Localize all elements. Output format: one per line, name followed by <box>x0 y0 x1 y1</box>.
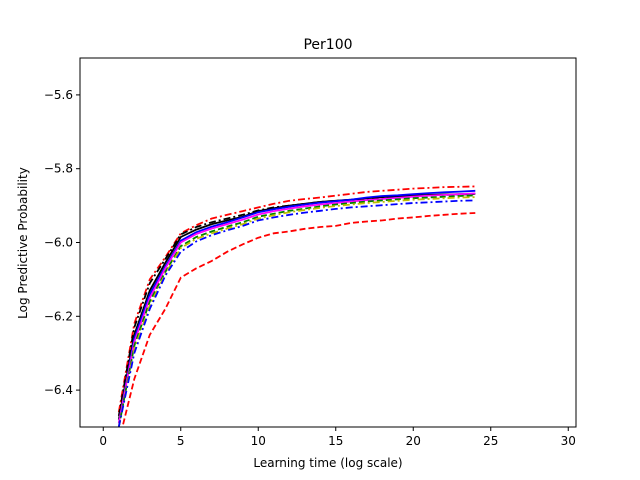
series-line-1 <box>117 185 476 413</box>
series-line-2 <box>117 193 476 417</box>
chart-title: Per100 <box>303 37 352 53</box>
x-tick-label: 5 <box>177 434 185 448</box>
x-axis-label: Learning time (log scale) <box>253 456 402 470</box>
y-tick-label: −6.0 <box>44 236 73 250</box>
series-line-5 <box>117 192 476 424</box>
x-tick-label: 15 <box>328 434 343 448</box>
series-line-4 <box>117 189 476 424</box>
x-tick-label: 30 <box>561 434 576 448</box>
y-axis: −6.4 −6.2 −6.0 −5.8 −5.6 <box>44 88 80 397</box>
series-line-9 <box>121 212 476 427</box>
series-line-8 <box>117 199 476 427</box>
y-tick-label: −5.6 <box>44 88 73 102</box>
y-tick-label: −6.2 <box>44 309 73 323</box>
series-line-6 <box>117 194 476 427</box>
series-line-3 <box>117 192 476 420</box>
series-line-7 <box>117 196 476 427</box>
y-tick-label: −5.8 <box>44 162 73 176</box>
x-tick-label: 25 <box>483 434 498 448</box>
x-axis: 0 5 10 15 20 25 30 <box>99 427 576 448</box>
plot-frame <box>79 57 577 428</box>
x-tick-label: 20 <box>406 434 421 448</box>
y-tick-label: −6.4 <box>44 383 73 397</box>
series-layer <box>117 185 476 427</box>
x-tick-label: 0 <box>99 434 107 448</box>
x-tick-label: 10 <box>251 434 266 448</box>
y-axis-label: Log Predictive Probability <box>16 167 30 319</box>
